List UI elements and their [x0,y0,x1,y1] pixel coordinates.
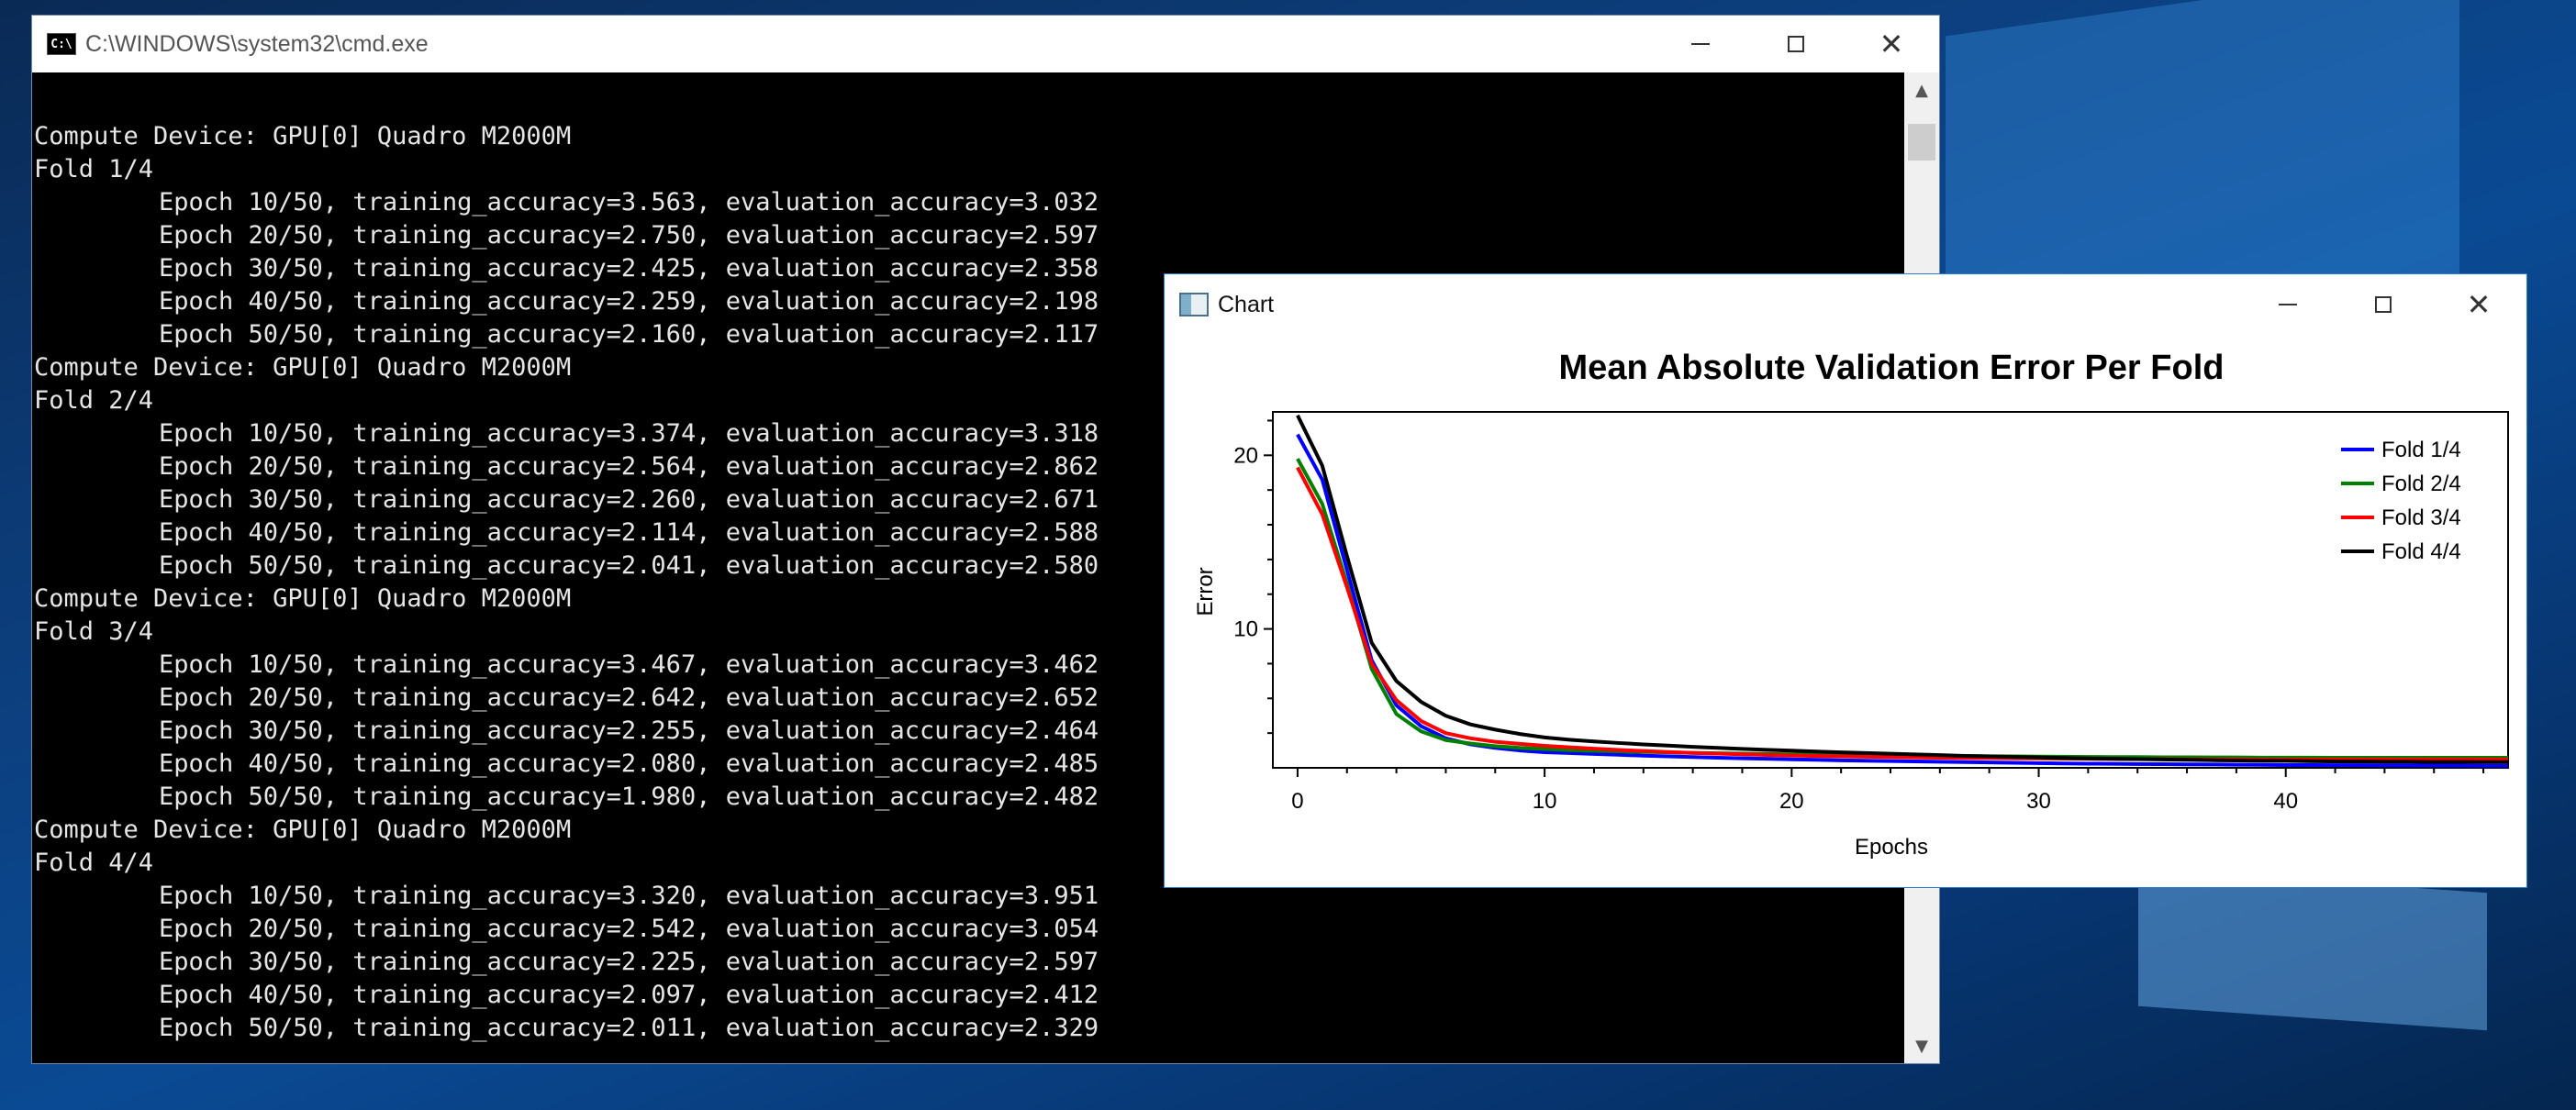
x-tick-label: 10 [1533,789,1557,814]
legend-label: Fold 1/4 [2381,438,2461,462]
console-line: Fold 2/4 [34,386,154,415]
maximize-button[interactable] [2336,274,2431,335]
chart-window[interactable]: Chart ✕ Mean Absolute Validation Error P… [1164,273,2527,888]
console-line: Fold 1/4 [34,155,154,183]
console-line: Epoch 50/50, training_accuracy=2.011, ev… [159,1014,1099,1042]
console-line: Epoch 30/50, training_accuracy=2.255, ev… [159,716,1099,745]
console-line: Epoch 10/50, training_accuracy=3.467, ev… [159,650,1099,679]
y-axis-label: Error [1193,567,1218,616]
minimize-button[interactable] [1653,16,1748,72]
close-button[interactable]: ✕ [2431,274,2526,335]
desktop-light-pane [2138,868,2487,1031]
legend: Fold 1/4 Fold 2/4 Fold 3/4 Fold 4/4 [2341,438,2461,564]
console-line: Epoch 10/50, training_accuracy=3.374, ev… [159,419,1099,448]
scroll-down-icon[interactable]: ▼ [1915,1036,1928,1056]
y-tick-label: 20 [1233,443,1258,468]
chart-window-title: Chart [1218,291,1275,317]
console-line: Epoch 10/50, training_accuracy=3.320, ev… [159,882,1099,910]
line-chart: Mean Absolute Validation Error Per Fold … [1193,349,2509,860]
minimize-icon [1691,43,1710,45]
chart-title: Mean Absolute Validation Error Per Fold [1559,349,2225,387]
cmd-window-title: C:\WINDOWS\system32\cmd.exe [85,30,429,57]
minimize-icon [2279,304,2297,305]
console-output[interactable]: Compute Device: GPU[0] Quadro M2000M Fold… [32,72,1904,1063]
console-line: Epoch 30/50, training_accuracy=2.225, ev… [159,948,1099,976]
close-icon: ✕ [1879,27,1904,61]
close-button[interactable]: ✕ [1844,16,1939,72]
chart-app-icon [1179,293,1209,316]
x-tick-label: 20 [1779,789,1804,814]
scroll-up-icon[interactable]: ▲ [1915,80,1928,100]
x-tick-label: 0 [1291,789,1303,814]
console-line: Epoch 20/50, training_accuracy=2.750, ev… [159,221,1099,250]
series-line [1296,414,2508,764]
series-line [1296,433,2508,768]
cmd-app-icon: C:\ [47,33,76,55]
console-line: Fold 4/4 [34,849,154,877]
console-line: Epoch 40/50, training_accuracy=2.080, ev… [159,749,1099,778]
cmd-titlebar[interactable]: C:\ C:\WINDOWS\system32\cmd.exe ✕ [32,16,1939,72]
console-line: Epoch 40/50, training_accuracy=2.114, ev… [159,518,1099,547]
close-icon: ✕ [2466,287,2492,322]
x-tick-label: 30 [2026,789,2051,814]
plot-area [1272,411,2509,769]
console-line: Epoch 40/50, training_accuracy=2.259, ev… [159,287,1099,316]
console-line: Epoch 20/50, training_accuracy=2.564, ev… [159,452,1099,481]
scroll-thumb[interactable] [1908,124,1935,161]
console-line: Compute Device: GPU[0] Quadro M2000M [34,353,572,382]
console-line: Epoch 50/50, training_accuracy=2.160, ev… [159,320,1099,349]
x-tick-label: 40 [2273,789,2298,814]
x-axis-label: Epochs [1855,835,1928,860]
console-line: Compute Device: GPU[0] Quadro M2000M [34,122,572,150]
minimize-button[interactable] [2240,274,2336,335]
chart-titlebar[interactable]: Chart ✕ [1165,274,2526,335]
legend-label: Fold 4/4 [2381,539,2461,564]
console-line: Epoch 30/50, training_accuracy=2.425, ev… [159,254,1099,283]
axes-group: 0 10 20 30 40 10 20 [1233,419,2485,814]
y-tick-label: 10 [1233,617,1258,642]
console-line: Epoch 20/50, training_accuracy=2.542, ev… [159,915,1099,943]
console-line: Epoch 40/50, training_accuracy=2.097, ev… [159,981,1099,1009]
console-line: Epoch 20/50, training_accuracy=2.642, ev… [159,683,1099,712]
maximize-icon [2375,296,2392,313]
console-line: Fold 3/4 [34,617,154,646]
console-line: Epoch 10/50, training_accuracy=3.563, ev… [159,188,1099,216]
console-line: Epoch 30/50, training_accuracy=2.260, ev… [159,485,1099,514]
console-line: Epoch 50/50, training_accuracy=2.041, ev… [159,551,1099,580]
console-line: Compute Device: GPU[0] Quadro M2000M [34,816,572,844]
legend-label: Fold 2/4 [2381,472,2461,496]
console-line: Compute Device: GPU[0] Quadro M2000M [34,584,572,613]
series-lines [1296,414,2508,768]
legend-label: Fold 3/4 [2381,505,2461,530]
maximize-icon [1788,36,1804,52]
maximize-button[interactable] [1748,16,1844,72]
console-line: Epoch 50/50, training_accuracy=1.980, ev… [159,783,1099,811]
